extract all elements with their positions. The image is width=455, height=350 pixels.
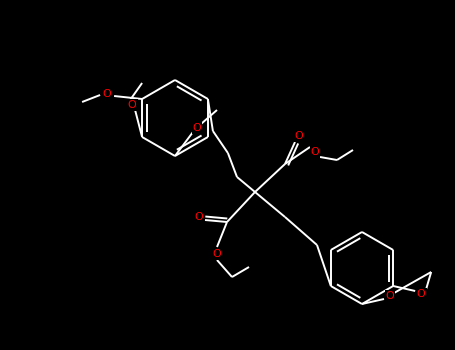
Text: O: O (103, 89, 111, 99)
Text: O: O (311, 147, 319, 157)
Text: O: O (195, 212, 203, 222)
Text: O: O (128, 100, 136, 110)
Text: O: O (417, 289, 425, 299)
Text: O: O (386, 291, 394, 301)
Text: O: O (295, 131, 303, 141)
Text: O: O (212, 249, 222, 259)
Text: O: O (192, 123, 202, 133)
